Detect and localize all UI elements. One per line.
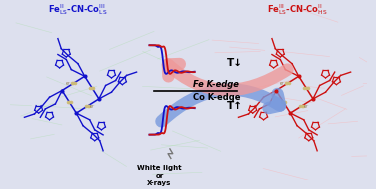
Text: White light
or
X-rays: White light or X-rays xyxy=(137,165,182,186)
Text: Fe$^{\rm III}_{\rm LS}$-CN-Co$^{\rm II}_{\rm HS}$: Fe$^{\rm III}_{\rm LS}$-CN-Co$^{\rm II}_… xyxy=(267,2,328,16)
Text: e⁻: e⁻ xyxy=(280,81,285,86)
Text: e⁻: e⁻ xyxy=(304,104,309,108)
FancyArrowPatch shape xyxy=(168,64,288,90)
Text: Fe$^{\rm II}_{\rm LS}$-CN-Co$^{\rm III}_{\rm LS}$: Fe$^{\rm II}_{\rm LS}$-CN-Co$^{\rm III}_… xyxy=(48,2,108,16)
Text: T↑: T↑ xyxy=(227,101,243,111)
Text: e⁻: e⁻ xyxy=(90,104,96,108)
FancyArrowPatch shape xyxy=(161,90,280,121)
Text: T↓: T↓ xyxy=(227,58,243,68)
Text: e⁻: e⁻ xyxy=(65,81,71,86)
Text: Fe K-edge: Fe K-edge xyxy=(193,80,239,89)
Text: Co K-edge: Co K-edge xyxy=(193,93,240,102)
